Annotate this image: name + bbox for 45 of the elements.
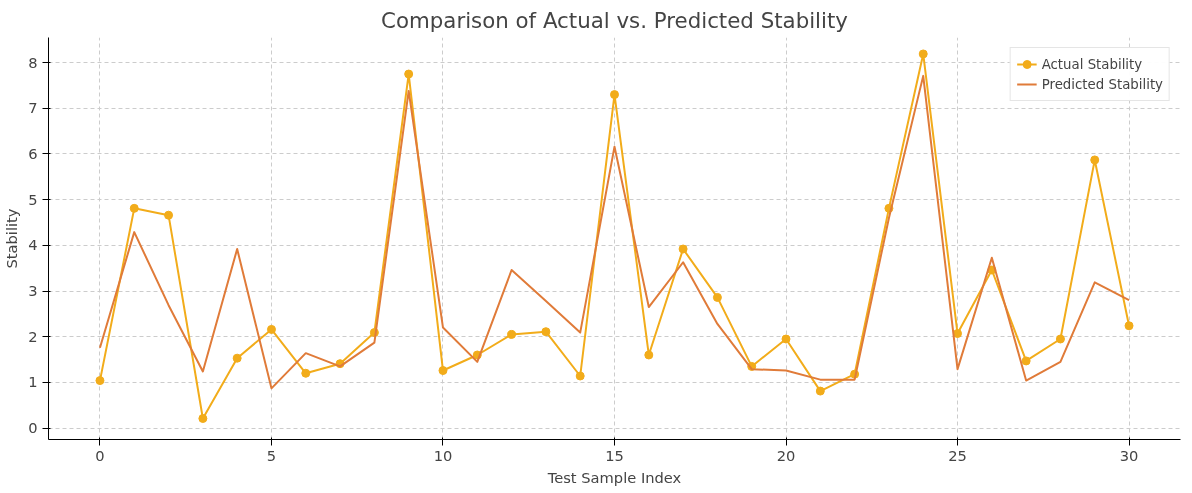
point [541,327,551,337]
x-tick-label: 15 [605,446,624,464]
point [404,69,414,79]
point [815,386,825,396]
x-axis-title: Test Sample Index [546,468,682,486]
x-tick-label: 25 [948,446,967,464]
point [301,368,311,378]
y-tick-label: 6 [28,144,38,162]
legend-label: Actual Stability [1041,56,1143,72]
legend-label: Predicted Stability [1041,76,1163,92]
point [1021,356,1031,366]
point [575,371,585,381]
point [1124,321,1134,331]
point [644,350,654,360]
y-tick-label: 4 [28,236,38,254]
point [198,413,208,423]
y-tick-label: 7 [28,99,38,117]
point [266,324,276,334]
y-axis-title: Stability [3,208,21,269]
point [1055,334,1065,344]
point [438,366,448,376]
point [232,353,242,363]
x-tick-label: 20 [776,446,796,464]
x-tick-label: 5 [266,446,277,464]
point [678,244,688,254]
point [918,49,928,59]
y-tick-label: 2 [28,327,38,345]
point [507,329,517,339]
y-tick-label: 1 [28,373,38,391]
point [953,329,963,339]
point [610,90,619,100]
x-tick-label: 30 [1119,446,1139,464]
point [712,292,722,302]
y-tick-label: 8 [28,53,38,71]
x-tick-label: 10 [433,446,453,464]
chart-title: Comparison of Actual vs. Predicted Stability [381,7,848,33]
point [781,334,791,344]
x-tick-label: 0 [95,446,105,464]
point [164,210,174,220]
y-tick-label: 5 [28,190,38,208]
point [129,203,139,213]
point [1090,155,1100,165]
y-tick-label: 3 [28,282,38,300]
point [95,376,105,386]
y-tick-label: 0 [28,419,38,437]
